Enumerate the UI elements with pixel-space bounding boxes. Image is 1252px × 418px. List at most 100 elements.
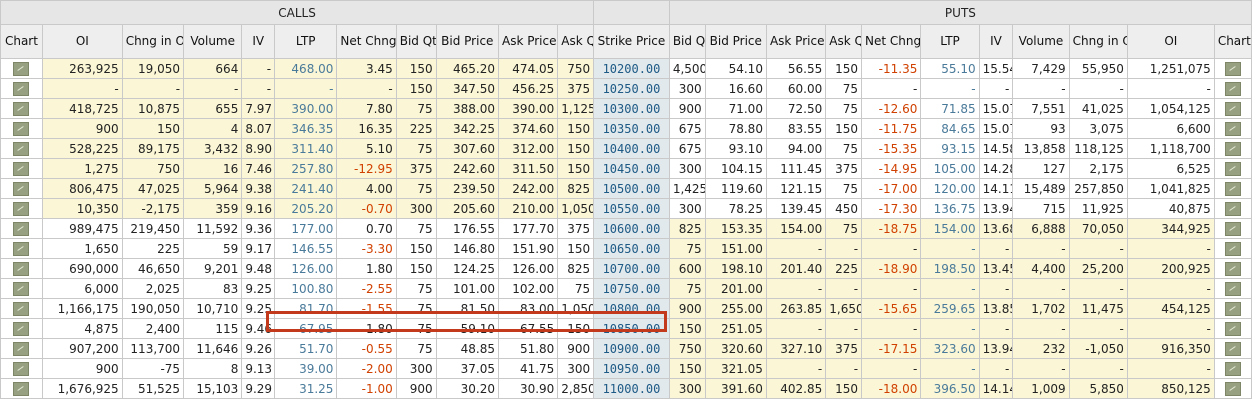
puts-chart-cell[interactable]	[1213, 158, 1252, 179]
chart-icon[interactable]	[13, 241, 30, 256]
puts-chart-cell[interactable]	[1213, 318, 1252, 339]
calls-chart-cell[interactable]	[0, 358, 43, 379]
strike-price-header[interactable]: Strike Price	[593, 24, 670, 59]
puts-chart-cell[interactable]	[1213, 78, 1252, 99]
calls-col-chng-in-oi[interactable]: Chng in OI	[121, 24, 185, 59]
puts-col-iv[interactable]: IV	[978, 24, 1014, 59]
chart-icon[interactable]	[1224, 261, 1241, 276]
puts-chart-cell[interactable]	[1213, 218, 1252, 239]
puts-chart-cell[interactable]	[1213, 58, 1252, 79]
puts-chart-cell[interactable]	[1213, 198, 1252, 219]
calls-chart-cell[interactable]	[0, 118, 43, 139]
chart-icon[interactable]	[1224, 61, 1241, 76]
puts-col-chng-in-oi[interactable]: Chng in OI	[1068, 24, 1128, 59]
puts-col-bid-qty[interactable]: Bid Qty	[668, 24, 706, 59]
chart-icon[interactable]	[1224, 121, 1241, 136]
chart-icon[interactable]	[1224, 241, 1241, 256]
chart-icon[interactable]	[1224, 161, 1241, 176]
calls-col-iv[interactable]: IV	[241, 24, 276, 59]
chart-icon[interactable]	[1224, 81, 1241, 96]
puts-bid-qty-cell: 75	[668, 238, 706, 259]
puts-col-ask-price[interactable]: Ask Price	[765, 24, 827, 59]
calls-col-chart[interactable]: Chart	[0, 24, 43, 59]
calls-chng-in-oi-cell: 51,525	[121, 378, 185, 399]
chart-icon[interactable]	[1224, 361, 1241, 376]
puts-chart-cell[interactable]	[1213, 238, 1252, 259]
puts-col-volume[interactable]: Volume	[1012, 24, 1070, 59]
chart-icon[interactable]	[13, 261, 30, 276]
chart-icon[interactable]	[1224, 281, 1241, 296]
puts-chart-cell[interactable]	[1213, 378, 1252, 399]
puts-chart-cell[interactable]	[1213, 338, 1252, 359]
chart-icon[interactable]	[13, 321, 30, 336]
calls-chart-cell[interactable]	[0, 258, 43, 279]
chart-icon[interactable]	[13, 221, 30, 236]
puts-col-net-chng[interactable]: Net Chng	[861, 24, 922, 59]
calls-col-bid-price[interactable]: Bid Price	[435, 24, 499, 59]
chart-icon[interactable]	[13, 161, 30, 176]
calls-chart-cell[interactable]	[0, 98, 43, 119]
chart-icon[interactable]	[13, 281, 30, 296]
calls-col-ask-qty[interactable]: Ask Qty	[557, 24, 595, 59]
calls-chart-cell[interactable]	[0, 158, 43, 179]
chart-icon[interactable]	[13, 61, 30, 76]
chart-icon[interactable]	[13, 81, 30, 96]
puts-chart-cell[interactable]	[1213, 118, 1252, 139]
calls-col-ltp[interactable]: LTP	[274, 24, 338, 59]
chart-icon[interactable]	[1224, 321, 1241, 336]
calls-chart-cell[interactable]	[0, 178, 43, 199]
calls-col-volume[interactable]: Volume	[183, 24, 243, 59]
puts-col-oi[interactable]: OI	[1126, 24, 1215, 59]
puts-col-ask-qty[interactable]: Ask Qty	[825, 24, 863, 59]
chart-icon[interactable]	[13, 181, 30, 196]
calls-bid-price-cell: 307.60	[435, 138, 499, 159]
chart-icon[interactable]	[13, 101, 30, 116]
chart-icon[interactable]	[13, 141, 30, 156]
calls-chart-cell[interactable]	[0, 58, 43, 79]
calls-col-oi[interactable]: OI	[41, 24, 123, 59]
puts-ask-price-cell: 72.50	[765, 98, 827, 119]
puts-chart-cell[interactable]	[1213, 278, 1252, 299]
puts-chart-cell[interactable]	[1213, 138, 1252, 159]
calls-chart-cell[interactable]	[0, 238, 43, 259]
calls-chart-cell[interactable]	[0, 338, 43, 359]
chart-icon[interactable]	[1224, 381, 1241, 396]
strike-price-cell: 10450.00	[593, 158, 670, 179]
chart-icon[interactable]	[13, 341, 30, 356]
puts-col-bid-price[interactable]: Bid Price	[704, 24, 767, 59]
calls-chart-cell[interactable]	[0, 218, 43, 239]
puts-ask-qty-cell: 75	[825, 98, 863, 119]
chart-icon[interactable]	[1224, 181, 1241, 196]
chart-icon[interactable]	[1224, 201, 1241, 216]
calls-chart-cell[interactable]	[0, 298, 43, 319]
chart-icon[interactable]	[13, 301, 30, 316]
chart-icon[interactable]	[1224, 341, 1241, 356]
puts-chart-cell[interactable]	[1213, 98, 1252, 119]
chart-icon[interactable]	[13, 201, 30, 216]
chart-icon[interactable]	[1224, 301, 1241, 316]
chart-icon[interactable]	[1224, 101, 1241, 116]
calls-ask-qty-cell: 1,125	[557, 98, 595, 119]
calls-chart-cell[interactable]	[0, 138, 43, 159]
puts-chart-cell[interactable]	[1213, 178, 1252, 199]
puts-col-chart[interactable]: Chart	[1213, 24, 1252, 59]
calls-col-bid-qty[interactable]: Bid Qty	[395, 24, 437, 59]
chart-icon[interactable]	[13, 381, 30, 396]
calls-chart-cell[interactable]	[0, 278, 43, 299]
calls-col-ask-price[interactable]: Ask Price	[497, 24, 559, 59]
calls-ask-qty-cell: 375	[557, 78, 595, 99]
chart-icon[interactable]	[1224, 221, 1241, 236]
puts-chart-cell[interactable]	[1213, 298, 1252, 319]
calls-chart-cell[interactable]	[0, 318, 43, 339]
calls-ask-price-cell: 474.05	[497, 58, 559, 79]
chart-icon[interactable]	[1224, 141, 1241, 156]
puts-chart-cell[interactable]	[1213, 258, 1252, 279]
chart-icon[interactable]	[13, 121, 30, 136]
calls-chart-cell[interactable]	[0, 78, 43, 99]
calls-col-net-chng[interactable]: Net Chng	[336, 24, 397, 59]
puts-col-ltp[interactable]: LTP	[920, 24, 980, 59]
calls-chart-cell[interactable]	[0, 378, 43, 399]
chart-icon[interactable]	[13, 361, 30, 376]
calls-chart-cell[interactable]	[0, 198, 43, 219]
puts-chart-cell[interactable]	[1213, 358, 1252, 379]
